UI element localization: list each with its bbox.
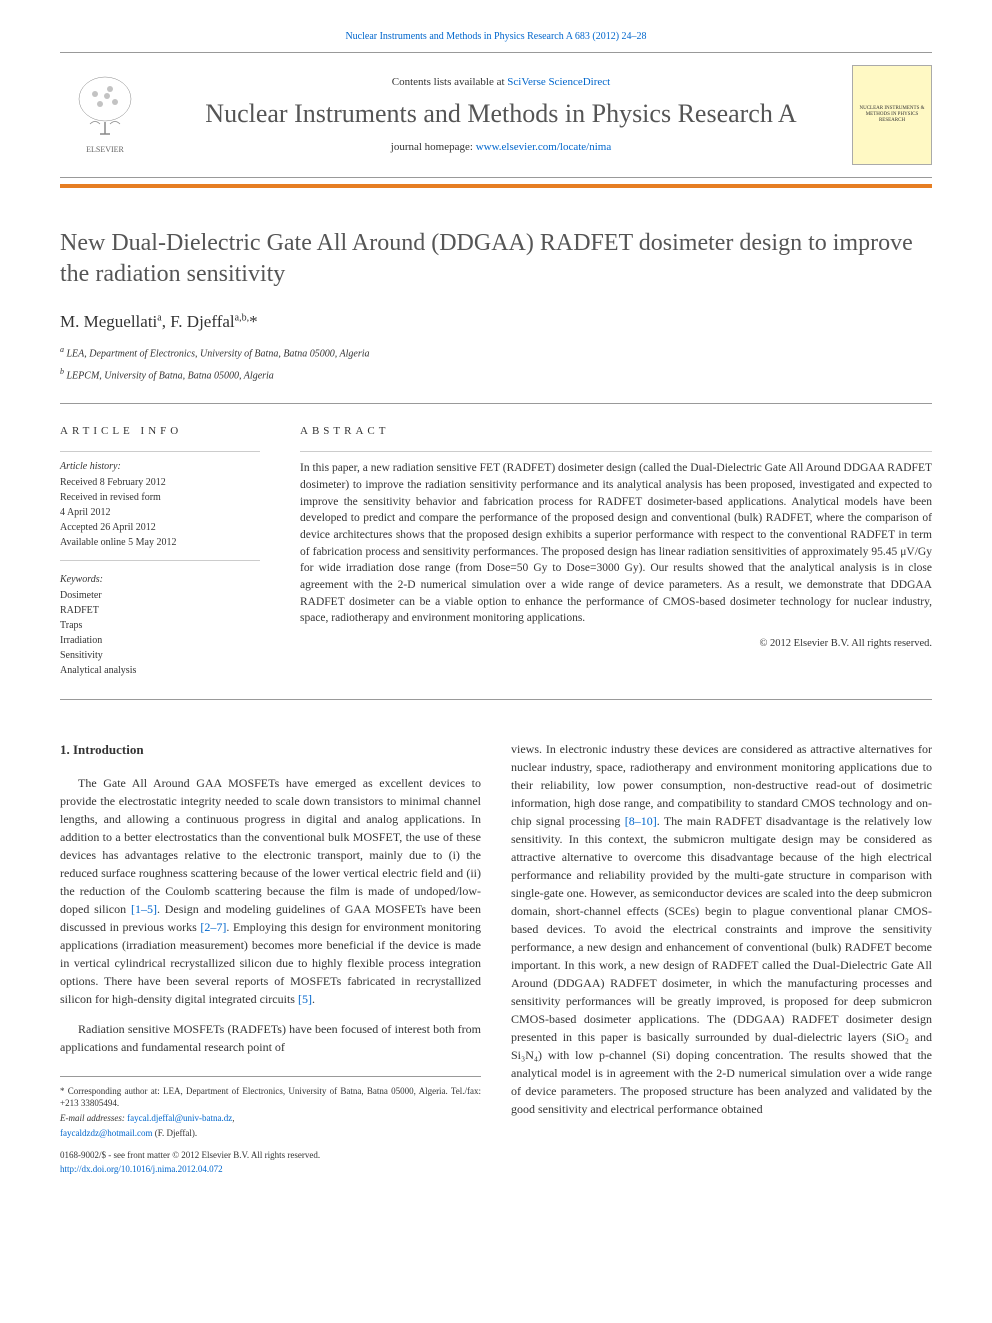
aff-a-text: LEA, Department of Electronics, Universi…	[64, 349, 370, 360]
elsevier-logo: ELSEVIER	[60, 65, 150, 165]
article-info-header: ARTICLE INFO	[60, 424, 260, 439]
aff-b-text: LEPCM, University of Batna, Batna 05000,…	[64, 370, 274, 381]
doi-line-2[interactable]: http://dx.doi.org/10.1016/j.nima.2012.04…	[60, 1163, 481, 1177]
contents-line: Contents lists available at SciVerse Sci…	[170, 75, 832, 90]
para-text: .	[312, 992, 315, 1006]
author-2: F. Djeffal	[170, 312, 234, 331]
intro-para-2: Radiation sensitive MOSFETs (RADFETs) ha…	[60, 1020, 481, 1056]
email-line-2: faycaldzdz@hotmail.com (F. Djeffal).	[60, 1127, 481, 1140]
doi-block: 0168-9002/$ - see front matter © 2012 El…	[60, 1149, 481, 1176]
abstract-divider	[300, 451, 932, 452]
article-info-col: ARTICLE INFO Article history: Received 8…	[60, 424, 260, 679]
history-item: Received 8 February 2012	[60, 476, 260, 490]
footer-block: * Corresponding author at: LEA, Departme…	[60, 1076, 481, 1139]
author-sep: ,	[162, 312, 171, 331]
intro-para-1: The Gate All Around GAA MOSFETs have eme…	[60, 774, 481, 1008]
corresponding-author: * Corresponding author at: LEA, Departme…	[60, 1085, 481, 1110]
keyword-item: RADFET	[60, 604, 260, 618]
info-divider	[60, 451, 260, 452]
author-1: M. Meguellati	[60, 312, 157, 331]
abstract-text: In this paper, a new radiation sensitive…	[300, 460, 932, 627]
info-abstract-row: ARTICLE INFO Article history: Received 8…	[60, 424, 932, 679]
email-sep: ,	[232, 1113, 234, 1123]
body-col-right: views. In electronic industry these devi…	[511, 740, 932, 1176]
journal-title: Nuclear Instruments and Methods in Physi…	[170, 98, 832, 129]
journal-header-box: ELSEVIER Contents lists available at Sci…	[60, 52, 932, 178]
article-title: New Dual-Dielectric Gate All Around (DDG…	[60, 228, 932, 290]
history-item: 4 April 2012	[60, 506, 260, 520]
history-item: Available online 5 May 2012	[60, 536, 260, 550]
elsevier-label: ELSEVIER	[86, 144, 124, 155]
doi-line-1: 0168-9002/$ - see front matter © 2012 El…	[60, 1149, 481, 1163]
homepage-link[interactable]: www.elsevier.com/locate/nima	[476, 141, 612, 153]
para-text: . The main RADFET disadvantage is the re…	[511, 814, 932, 1116]
email-link-2[interactable]: faycaldzdz@hotmail.com	[60, 1128, 153, 1138]
abstract-col: ABSTRACT In this paper, a new radiation …	[300, 424, 932, 679]
ref-link[interactable]: [5]	[298, 992, 312, 1006]
journal-homepage: journal homepage: www.elsevier.com/locat…	[170, 140, 832, 155]
author-2-sup: a,b,	[235, 313, 249, 324]
keywords-label: Keywords:	[60, 573, 260, 587]
keyword-item: Irradiation	[60, 634, 260, 648]
keyword-item: Dosimeter	[60, 589, 260, 603]
ref-link[interactable]: [1–5]	[131, 902, 157, 916]
affiliation-b: b LEPCM, University of Batna, Batna 0500…	[60, 366, 932, 383]
body-columns: 1. Introduction The Gate All Around GAA …	[60, 740, 932, 1176]
history-label: Article history:	[60, 460, 260, 474]
email-label: E-mail addresses:	[60, 1113, 127, 1123]
orange-divider	[60, 184, 932, 188]
elsevier-tree-icon	[65, 74, 145, 144]
history-item: Accepted 26 April 2012	[60, 521, 260, 535]
header-center: Contents lists available at SciVerse Sci…	[150, 75, 852, 155]
top-journal-link[interactable]: Nuclear Instruments and Methods in Physi…	[60, 30, 932, 44]
email-link-1[interactable]: faycal.djeffal@univ-batna.dz	[127, 1113, 232, 1123]
email-line: E-mail addresses: faycal.djeffal@univ-ba…	[60, 1112, 481, 1125]
contents-prefix: Contents lists available at	[392, 76, 507, 88]
journal-cover-thumbnail: NUCLEAR INSTRUMENTS & METHODS IN PHYSICS…	[852, 65, 932, 165]
section-heading-intro: 1. Introduction	[60, 740, 481, 760]
info-divider	[60, 560, 260, 561]
body-col-left: 1. Introduction The Gate All Around GAA …	[60, 740, 481, 1176]
separator-line	[60, 403, 932, 404]
ref-link[interactable]: [2–7]	[200, 920, 226, 934]
corresponding-star: *	[249, 312, 258, 331]
ref-link[interactable]: [8–10]	[625, 814, 657, 828]
authors: M. Meguellatia, F. Djeffala,b,*	[60, 310, 932, 334]
homepage-prefix: journal homepage:	[391, 141, 476, 153]
abstract-copyright: © 2012 Elsevier B.V. All rights reserved…	[300, 637, 932, 652]
affiliation-a: a LEA, Department of Electronics, Univer…	[60, 344, 932, 361]
abstract-header: ABSTRACT	[300, 424, 932, 439]
intro-para-continued: views. In electronic industry these devi…	[511, 740, 932, 1118]
keyword-item: Sensitivity	[60, 649, 260, 663]
history-item: Received in revised form	[60, 491, 260, 505]
email-name: (F. Djeffal).	[153, 1128, 198, 1138]
para-text: The Gate All Around GAA MOSFETs have eme…	[60, 776, 481, 916]
keyword-item: Analytical analysis	[60, 664, 260, 678]
cover-text: NUCLEAR INSTRUMENTS & METHODS IN PHYSICS…	[857, 106, 927, 124]
separator-line	[60, 699, 932, 700]
contents-link[interactable]: SciVerse ScienceDirect	[507, 76, 610, 88]
keyword-item: Traps	[60, 619, 260, 633]
